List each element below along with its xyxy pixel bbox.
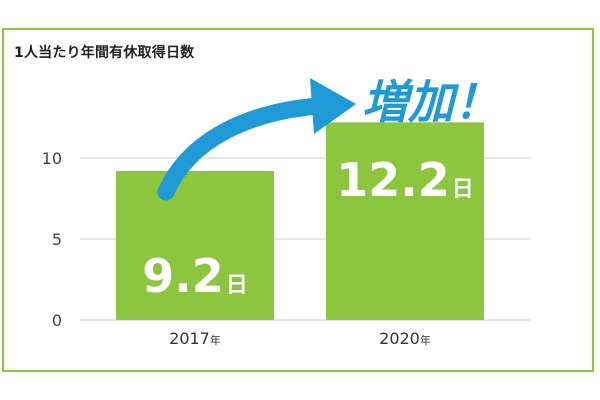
- chart-frame: [2, 28, 594, 372]
- bar-2017: [116, 170, 274, 320]
- y-tick-label: 10: [42, 149, 62, 168]
- value-label-number: 12.2: [336, 153, 450, 207]
- annotation-increase: 増加！: [362, 75, 500, 129]
- chart-title: 1人当たり年間有休取得日数: [14, 45, 195, 61]
- x-tick-label: 2020年: [379, 329, 431, 348]
- value-label: 9.2日: [142, 249, 248, 303]
- value-label-number: 9.2: [142, 249, 224, 303]
- value-label: 12.2日: [336, 153, 474, 207]
- value-label-unit: 日: [226, 273, 248, 298]
- y-tick-label: 0: [52, 311, 62, 330]
- bar-2020: [326, 122, 484, 320]
- x-tick-unit: 年: [210, 333, 221, 347]
- value-label-unit: 日: [452, 177, 474, 202]
- y-tick-label: 5: [52, 230, 62, 249]
- x-tick-unit: 年: [420, 333, 431, 347]
- x-tick-label: 2017年: [169, 329, 221, 348]
- increase-arrow-head: [310, 78, 356, 134]
- x-tick-number: 2017: [169, 329, 210, 348]
- x-tick-number: 2020: [379, 329, 420, 348]
- increase-arrow: [157, 97, 327, 201]
